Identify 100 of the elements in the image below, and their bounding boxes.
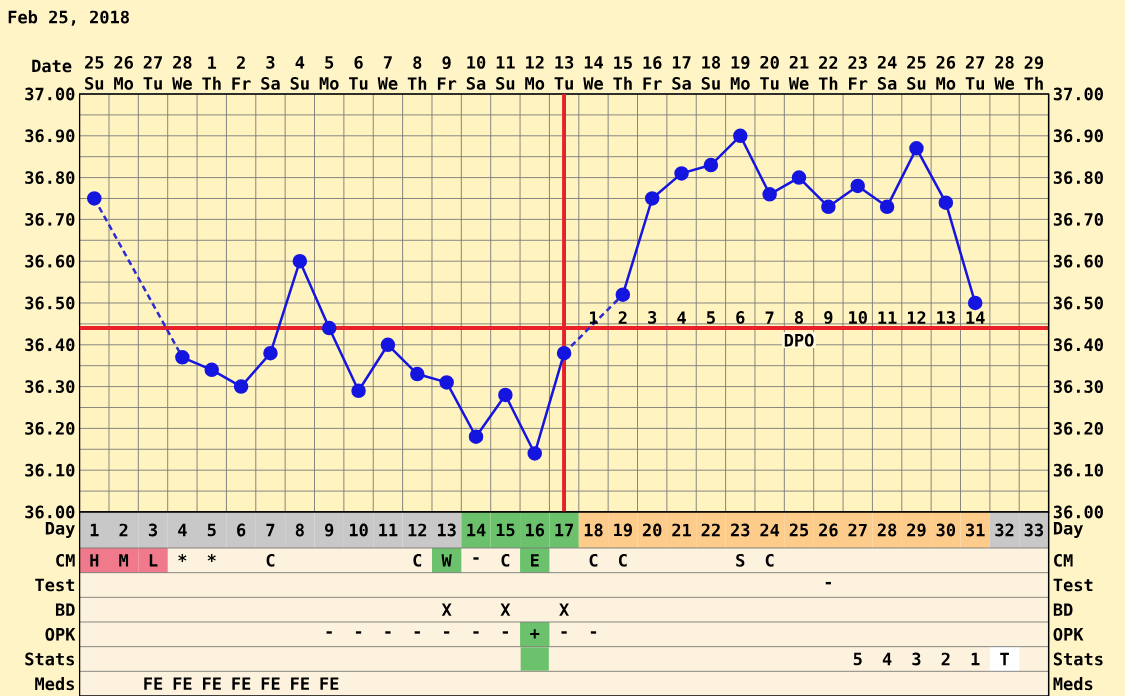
text: - (590, 631, 597, 634)
y-tick-label: BD (55, 603, 75, 616)
text: 23 (731, 523, 750, 537)
text: 4 (882, 652, 892, 666)
x-tick-label: 27 Tu (965, 55, 985, 90)
y2-tick-label: 36.70 (1053, 212, 1103, 226)
y-tick-label: 36.20 (25, 421, 75, 435)
annotation: 10 (849, 311, 867, 324)
point (791, 170, 807, 185)
text: 17 (555, 523, 574, 537)
x-tick-label: 9 Fr (437, 56, 457, 90)
y2-tick-label: Test (1053, 578, 1093, 592)
x-tick-label: 25 Su (907, 55, 926, 90)
text: FE (144, 677, 163, 690)
text: FE (320, 677, 339, 690)
text: C (501, 553, 510, 567)
x-tick-label: 2 Fr (232, 56, 251, 90)
text: FE (173, 677, 192, 690)
y2-tick-label: BD (1053, 603, 1073, 616)
y-tick-label: Stats (25, 652, 75, 666)
text: T (1000, 652, 1009, 666)
text: + (530, 629, 540, 639)
text: S (736, 553, 745, 567)
text: - (473, 631, 479, 634)
point (87, 191, 102, 206)
x-tick-label: 4 Su (290, 56, 309, 90)
y-tick-label: OPK (45, 627, 76, 641)
text: 8 (295, 523, 304, 537)
text: M (119, 554, 129, 567)
x-tick-label: 10 Sa (466, 55, 486, 90)
y2-tick-label: 36.30 (1053, 380, 1103, 394)
y2-tick-label: 37.00 (1053, 87, 1103, 101)
text: 16 (526, 523, 545, 537)
text: - (355, 631, 362, 634)
x-tick-label: 7 We (377, 56, 398, 90)
point (380, 337, 396, 353)
x-tick-label: 24 Sa (877, 55, 897, 90)
point (527, 446, 542, 461)
text: 22 (701, 523, 720, 537)
text: 7 (266, 523, 275, 537)
point (498, 387, 513, 403)
y2-tick-label: Meds (1053, 677, 1093, 691)
text: 14 (467, 523, 486, 537)
chart-title: Feb 25, 2018 (8, 10, 129, 26)
text: X (500, 603, 511, 616)
text: 21 (672, 523, 691, 537)
text: * (178, 554, 187, 562)
x-tick-label: 23 Fr (848, 56, 868, 90)
text: 5 (853, 652, 862, 666)
text: 13 (437, 523, 456, 537)
text: - (385, 631, 391, 634)
x-tick-label: 29 Th (1024, 56, 1044, 90)
annotation: 1 (589, 311, 598, 324)
x-tick-label: 16 Fr (643, 56, 662, 90)
point (967, 295, 983, 311)
y2-tick-label: OPK (1053, 627, 1084, 641)
y-tick-label: 36.50 (25, 296, 75, 310)
text: 5 (207, 523, 216, 537)
text: C (765, 553, 774, 567)
point (938, 195, 954, 210)
annotation: 14 (966, 311, 985, 324)
point (821, 199, 836, 215)
x-tick-label: 3 Sa (261, 55, 280, 90)
y-tick-label: 36.40 (25, 338, 75, 352)
text: C (266, 553, 275, 567)
point (762, 187, 777, 202)
point (321, 320, 337, 336)
y-tick-label: 36.30 (25, 380, 75, 394)
text: 1 (971, 652, 980, 666)
y-tick-label: 36.70 (25, 212, 75, 226)
text: 32 (995, 523, 1014, 537)
text: - (825, 581, 831, 585)
text: 29 (907, 523, 926, 537)
text: 3 (912, 652, 921, 666)
annotation: 3 (648, 311, 657, 324)
text: 9 (325, 523, 334, 537)
text: 12 (408, 523, 427, 537)
y2-tick-label: Day (1053, 522, 1084, 538)
y2-tick-label: 36.90 (1053, 129, 1103, 143)
text: 27 (848, 523, 867, 537)
y2-tick-label: 36.60 (1053, 254, 1103, 268)
y-tick-label: Day (45, 522, 75, 538)
text: FE (203, 677, 221, 690)
point (175, 350, 190, 365)
x-tick-label: 27 Tu (143, 55, 162, 90)
text: FE (291, 677, 309, 690)
point (292, 253, 308, 269)
text: 26 (819, 523, 838, 537)
text: 31 (965, 523, 985, 537)
point (556, 345, 572, 361)
point (909, 141, 924, 156)
point (439, 375, 454, 390)
y-tick-label: Meds (35, 677, 75, 691)
text: - (444, 631, 450, 634)
x-tick-label: 17 Sa (672, 56, 691, 90)
x-tick-label: 26 Mo (114, 55, 134, 90)
text: L (149, 554, 158, 567)
y-tick-label: 36.60 (25, 254, 75, 268)
annotation: 9 (824, 311, 833, 324)
text: 15 (496, 523, 515, 537)
